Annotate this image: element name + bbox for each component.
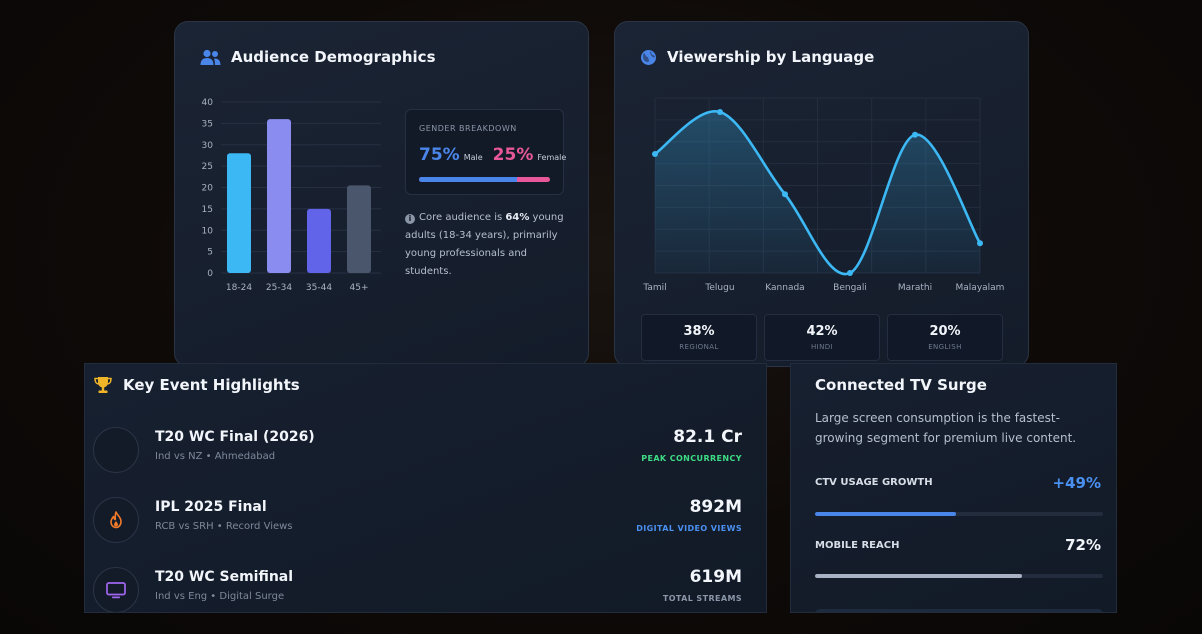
event-value: 82.1 Cr — [673, 427, 742, 447]
events-title: Key Event Highlights — [93, 376, 300, 394]
event-row[interactable]: T20 WC Final (2026) Ind vs NZ • Ahmedaba… — [85, 422, 766, 482]
demographics-title: Audience Demographics — [200, 48, 436, 66]
female-label: Female — [537, 153, 567, 162]
mobile-reach-label: MOBILE REACH — [815, 540, 900, 551]
event-subtitle: Ind vs NZ • Ahmedabad — [155, 451, 276, 462]
language-title-text: Viewership by Language — [667, 48, 875, 66]
y-tick-label: 30 — [202, 141, 214, 151]
fire-icon — [110, 511, 122, 529]
bar-18-24 — [227, 153, 251, 273]
mobile-reach-fill — [815, 574, 1023, 578]
x-tick-label: Kannada — [765, 283, 804, 293]
gender-split-male-fill — [419, 177, 518, 182]
gender-breakdown-label: GENDER BREAKDOWN — [419, 124, 517, 133]
gender-breakdown-box: GENDER BREAKDOWN 75% Male 25% Female — [405, 109, 567, 195]
viewership-by-language-card: Viewership by Language Tamil Telugu Kannad… — [614, 21, 1029, 367]
x-tick-label: Tamil — [642, 283, 666, 293]
x-tick-label: 25-34 — [266, 283, 292, 293]
x-tick-label: Malayalam — [956, 283, 1005, 293]
x-tick-label: Telugu — [704, 283, 734, 293]
bar-35-44 — [307, 208, 331, 273]
gender-split-bar — [419, 177, 550, 182]
y-tick-label: 25 — [202, 162, 213, 172]
mobile-reach-bar — [815, 574, 1103, 578]
event-tag: DIGITAL VIDEO VIEWS — [636, 524, 742, 533]
event-tag: TOTAL STREAMS — [662, 594, 742, 603]
event-title: T20 WC Final (2026) — [155, 429, 315, 445]
users-icon — [200, 49, 221, 65]
stat-regional: 38% REGIONAL — [641, 314, 757, 361]
point-Tamil — [652, 151, 658, 157]
language-area-chart: Tamil Telugu Kannada Bengali Marathi Malayala… — [642, 97, 1005, 293]
blank-icon — [93, 427, 139, 473]
event-row[interactable]: IPL 2025 Final RCB vs SRH • Record Views… — [85, 492, 766, 552]
bar-45+ — [347, 185, 371, 273]
event-subtitle: Ind vs Eng • Digital Surge — [155, 591, 285, 602]
y-tick-label: 15 — [202, 205, 213, 215]
x-tick-label: Bengali — [833, 283, 867, 293]
y-tick-label: 20 — [202, 184, 214, 194]
mobile-reach-value: 72% — [1065, 536, 1101, 554]
language-title: Viewership by Language — [640, 48, 874, 66]
ctv-usage-growth-fill — [815, 512, 957, 516]
audience-demographics-card: Audience Demographics 0 5 10 15 20 25 30 35 40 18… — [174, 21, 589, 367]
point-Kannada — [782, 191, 788, 198]
stat-hindi-label: HINDI — [810, 343, 834, 351]
ctv-description: Large screen consumption is the fastest-… — [815, 411, 1077, 445]
point-Marathi — [912, 131, 918, 138]
y-tick-label: 35 — [202, 119, 213, 129]
ctv-footer-strip — [815, 609, 1103, 612]
stat-hindi-value: 42% — [806, 324, 838, 339]
y-tick-label: 5 — [207, 248, 213, 258]
x-tick-label: Marathi — [898, 283, 932, 293]
event-row[interactable]: T20 WC Semifinal Ind vs Eng • Digital Su… — [85, 562, 766, 612]
stat-regional-label: REGIONAL — [679, 343, 719, 351]
event-subtitle: RCB vs SRH • Record Views — [155, 521, 293, 532]
male-label: Male — [463, 153, 483, 162]
events-title-text: Key Event Highlights — [123, 376, 300, 394]
y-tick-label: 40 — [202, 98, 214, 108]
female-percent: 25% — [492, 145, 534, 165]
ctv-usage-growth-label: CTV USAGE GROWTH — [815, 477, 933, 488]
globe-icon — [641, 49, 656, 65]
ctv-usage-growth-bar — [815, 512, 1103, 516]
demographics-title-text: Audience Demographics — [231, 48, 436, 66]
event-value: 619M — [689, 567, 742, 587]
stat-english-value: 20% — [929, 324, 961, 339]
ctv-title: Connected TV Surge — [815, 376, 987, 394]
stat-english-label: ENGLISH — [928, 343, 962, 351]
x-tick-label: 18-24 — [226, 283, 252, 293]
event-tag: PEAK CONCURRENCY — [641, 454, 742, 463]
point-Malayalam — [977, 240, 983, 247]
y-tick-label: 0 — [207, 269, 213, 279]
info-icon: i — [405, 214, 415, 224]
point-Telugu — [717, 109, 723, 115]
tv-icon — [106, 581, 126, 598]
core-audience-note: i Core audience is 64% young adults (18-3… — [405, 212, 564, 277]
connected-tv-surge-card: Connected TV Surge Large screen consumpt… — [790, 363, 1117, 613]
stat-hindi: 42% HINDI — [764, 314, 880, 361]
x-tick-label: 35-44 — [306, 283, 332, 293]
x-tick-label: 45+ — [350, 283, 369, 293]
key-event-highlights-card: Key Event Highlights T20 WC Final (2026)… — [84, 363, 767, 613]
event-title: IPL 2025 Final — [155, 499, 267, 515]
event-value: 892M — [689, 497, 742, 517]
area-fill — [655, 111, 980, 275]
bar-25-34 — [267, 119, 291, 273]
trophy-icon — [94, 377, 112, 393]
point-Bengali — [847, 270, 853, 276]
y-tick-label: 10 — [202, 226, 214, 236]
event-title: T20 WC Semifinal — [155, 569, 294, 585]
male-percent: 75% — [419, 145, 460, 165]
age-bar-chart: 0 5 10 15 20 25 30 35 40 18-24 25-34 35-44 45+ — [202, 98, 381, 293]
ctv-usage-growth-value: +49% — [1052, 474, 1101, 492]
stat-english: 20% ENGLISH — [887, 314, 1003, 361]
stat-regional-value: 38% — [683, 324, 715, 339]
